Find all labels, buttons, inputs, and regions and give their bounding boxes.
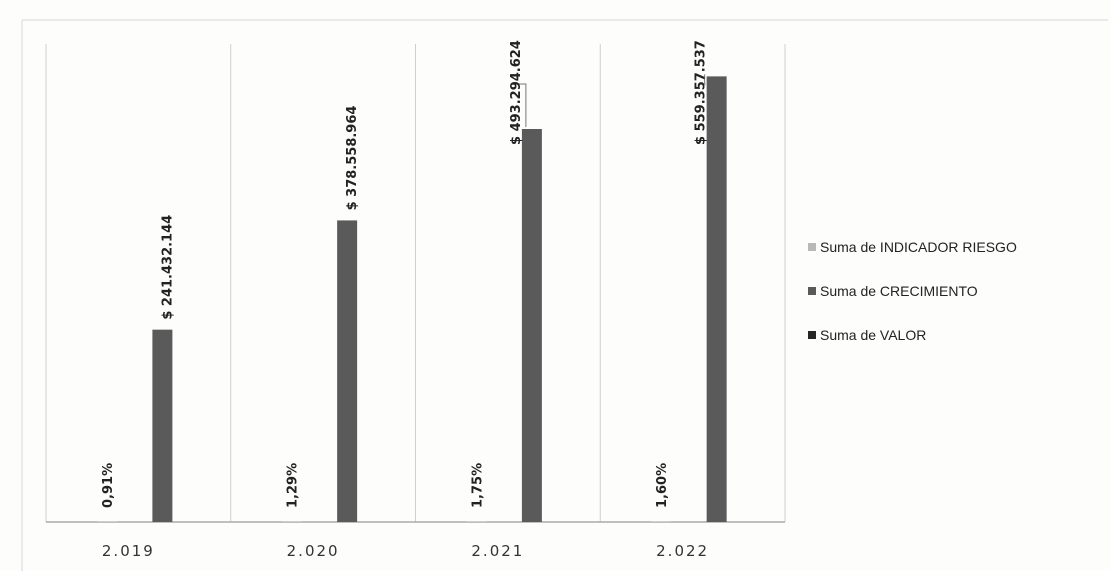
x-tick-label: 2.020 [287, 542, 340, 560]
data-label-leader [704, 74, 706, 85]
data-label-crecimiento: $ 241.432.144 [160, 215, 175, 320]
legend-item-crecimiento: Suma de CRECIMIENTO [808, 280, 1017, 302]
bar-indicador-riesgo [466, 521, 487, 522]
data-label-indicador-riesgo: 1,75% [470, 463, 485, 508]
legend-item-indicador-riesgo: Suma de INDICADOR RIESGO [808, 236, 1017, 258]
data-label-leader [510, 83, 527, 128]
legend-swatch-indicador-riesgo [808, 243, 816, 251]
bar-indicador-riesgo [651, 521, 672, 522]
bar-crecimiento [152, 329, 173, 522]
x-tick-label: 2.019 [102, 542, 155, 560]
bar-crecimiento [337, 220, 358, 523]
legend-item-valor: Suma de VALOR [808, 324, 1017, 346]
legend-swatch-crecimiento [808, 287, 816, 295]
bar-indicador-riesgo [96, 521, 117, 522]
data-label-crecimiento: $ 559.357.537 [694, 40, 709, 145]
data-label-crecimiento: $ 493.294.624 [509, 40, 524, 145]
x-tick-label: 2.021 [471, 542, 524, 560]
bar-crecimiento [521, 129, 542, 523]
data-label-indicador-riesgo: 0,91% [101, 463, 116, 508]
bar-crecimiento [706, 76, 727, 523]
legend-label-crecimiento: Suma de CRECIMIENTO [820, 283, 978, 299]
x-tick-label: 2.022 [656, 542, 709, 560]
legend-swatch-valor [808, 331, 816, 339]
legend-label-indicador-riesgo: Suma de INDICADOR RIESGO [820, 239, 1017, 255]
bar-indicador-riesgo [281, 521, 302, 522]
data-label-crecimiento: $ 378.558.964 [345, 106, 360, 211]
data-label-indicador-riesgo: 1,29% [286, 463, 301, 508]
legend: Suma de INDICADOR RIESGO Suma de CRECIMI… [808, 236, 1017, 368]
legend-label-valor: Suma de VALOR [820, 327, 927, 343]
data-label-indicador-riesgo: 1,60% [655, 463, 670, 508]
